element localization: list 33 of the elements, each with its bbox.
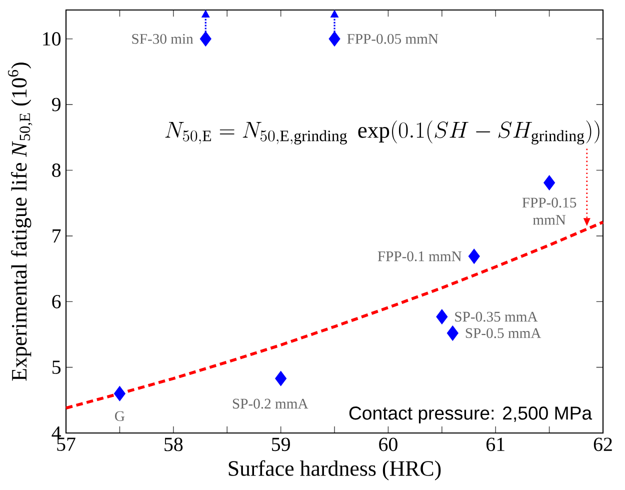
y-tick-label: 8 (52, 164, 61, 177)
x-tick-label: 60 (379, 438, 398, 452)
point (544, 175, 556, 190)
point (468, 248, 480, 264)
x-tick-label: 57 (57, 438, 76, 451)
point (114, 386, 126, 402)
y-tick-label: 10 (43, 32, 61, 46)
x-axis-title: Surface hardness (HRC) (228, 460, 441, 480)
y-tick-label: 7 (52, 229, 61, 242)
point (275, 370, 287, 386)
y-tick-label: 9 (52, 98, 60, 112)
point (436, 309, 448, 324)
y-tick-label: 5 (52, 360, 61, 374)
x-tick-label: 58 (164, 438, 183, 452)
annotation: FPP-0.05 mmN (347, 34, 438, 44)
annotation: SF-30 min (132, 34, 194, 44)
annotation: FPP-0.1 mmN (378, 251, 462, 262)
annotation: FPP-0.15 mmN (522, 198, 576, 225)
annotation: SP-0.35 mmA (455, 312, 538, 322)
x-tick-label: 59 (272, 438, 290, 452)
annotation: G (115, 411, 125, 422)
x-tick-label: 62 (594, 438, 612, 452)
point (200, 31, 212, 46)
point (446, 326, 458, 341)
y-tick-label: 6 (52, 294, 61, 308)
y-tick-label: 4 (52, 426, 61, 440)
y-axis-title: Experimental fatigue life N$_{50,E}$ (10$^{6}$) (8, 62, 32, 381)
annotation: SP-0.2 mmA (232, 398, 308, 409)
x-tick-label: 61 (486, 438, 504, 452)
point (328, 31, 340, 46)
annotation: SP-0.5 mmA (466, 328, 542, 338)
annotation: $N_{50,\mathrm{E}}=N_{50,\mathrm{E,grinding}}\ \exp(0.1(SH-SH_{\mathrm{grinding}}))$ (165, 120, 600, 144)
annotation: Contact pressure: 2,500 MPa (349, 406, 592, 424)
